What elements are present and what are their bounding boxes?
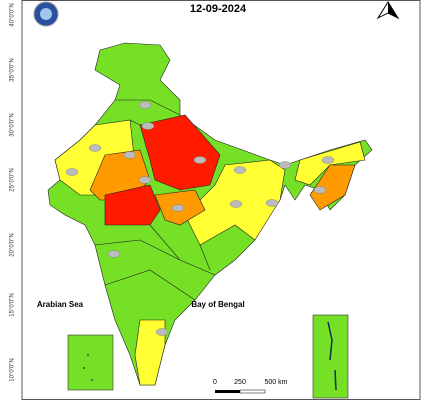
scale-bar: 0 250 500 km (213, 379, 288, 394)
latitude-labels: 40°0'0"N 35°0'0"N 30°0'0"N 25°0'0"N 20°0'0"N… (10, 3, 16, 381)
weather-icons (65, 101, 335, 336)
latitude-label: 10°0'0"N (10, 358, 16, 381)
scale-label: 0 (213, 379, 217, 386)
logo (33, 1, 59, 27)
sea-label: Arabian Sea (37, 300, 84, 309)
scale-label: 250 (234, 379, 246, 386)
latitude-label: 15°0'0"N (10, 293, 16, 316)
sea-label: Bay of Bengal (191, 300, 244, 309)
islands (67, 314, 349, 399)
latitude-label: 20°0'0"N (10, 233, 16, 256)
latitude-label: 25°0'0"N (10, 168, 16, 191)
north-arrow (376, 1, 400, 20)
date-title: 12-09-2024 (190, 3, 247, 15)
latitude-label: 30°0'0"N (10, 113, 16, 136)
latitude-label: 40°0'0"N (10, 3, 16, 26)
scale-label: 500 km (265, 379, 288, 386)
latitude-label: 35°0'0"N (10, 58, 16, 81)
